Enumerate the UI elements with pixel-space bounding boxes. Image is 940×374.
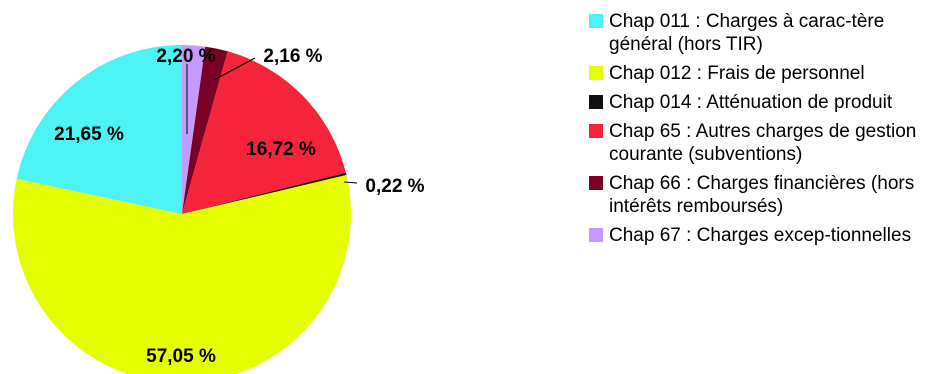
legend-swatch-chap-66 [589,176,603,190]
legend-label-chap-011: Chap 011 : Charges à carac-tère général … [609,11,885,55]
slice-label-chap-65: 16,72 % [246,139,316,160]
slice-labels: 21,65 % 57,05 % 0,22 % 16,72 % 2,16 % 2,20 % [54,46,425,367]
pie-slices [13,45,351,374]
legend-swatch-chap-67 [589,228,603,242]
legend-label-chap-66: Chap 66 : Charges financières (hors inté… [609,173,915,217]
legend-swatch-chap-011 [589,14,603,28]
legend-item-chap-011: Chap 011 : Charges à carac-tère général … [589,10,939,56]
legend-swatch-chap-012 [589,66,603,80]
legend-item-chap-67: Chap 67 : Charges excep-tionnelles [589,224,939,247]
legend-item-chap-66: Chap 66 : Charges financières (hors inté… [589,172,939,218]
legend-label-chap-012: Chap 012 : Frais de personnel [609,63,865,84]
leader-line-chap-014 [343,181,358,184]
legend-item-chap-012: Chap 012 : Frais de personnel [589,62,939,85]
pie-slice-chap-012 [13,175,351,374]
pie-slice-chap-014 [182,172,347,214]
legend-swatch-chap-014 [589,95,603,109]
slice-label-chap-011: 21,65 % [54,124,124,145]
leader-line-chap-66 [213,57,256,81]
slice-label-chap-66: 2,16 % [263,46,322,67]
legend-label-chap-65: Chap 65 : Autres charges de gestion cour… [609,121,917,165]
slice-label-chap-67: 2,20 % [156,46,215,67]
leader-lines [186,57,358,184]
pie-slice-chap-66 [182,46,228,214]
legend-label-chap-67: Chap 67 : Charges excep-tionnelles [609,225,912,246]
legend: Chap 011 : Charges à carac-tère général … [589,10,939,253]
legend-label-chap-014: Chap 014 : Atténuation de produit [609,92,893,113]
legend-item-chap-65: Chap 65 : Autres charges de gestion cour… [589,120,939,166]
pie-slice-chap-65 [182,51,346,214]
slice-label-chap-014: 0,22 % [365,176,424,197]
legend-swatch-chap-65 [589,124,603,138]
legend-item-chap-014: Chap 014 : Atténuation de produit [589,91,939,114]
pie-slice-chap-011 [16,45,183,214]
slice-label-chap-012: 57,05 % [146,346,216,367]
pie-chart: 21,65 % 57,05 % 0,22 % 16,72 % 2,16 % 2,20 % [13,45,425,374]
pie-slice-chap-67 [182,45,206,214]
